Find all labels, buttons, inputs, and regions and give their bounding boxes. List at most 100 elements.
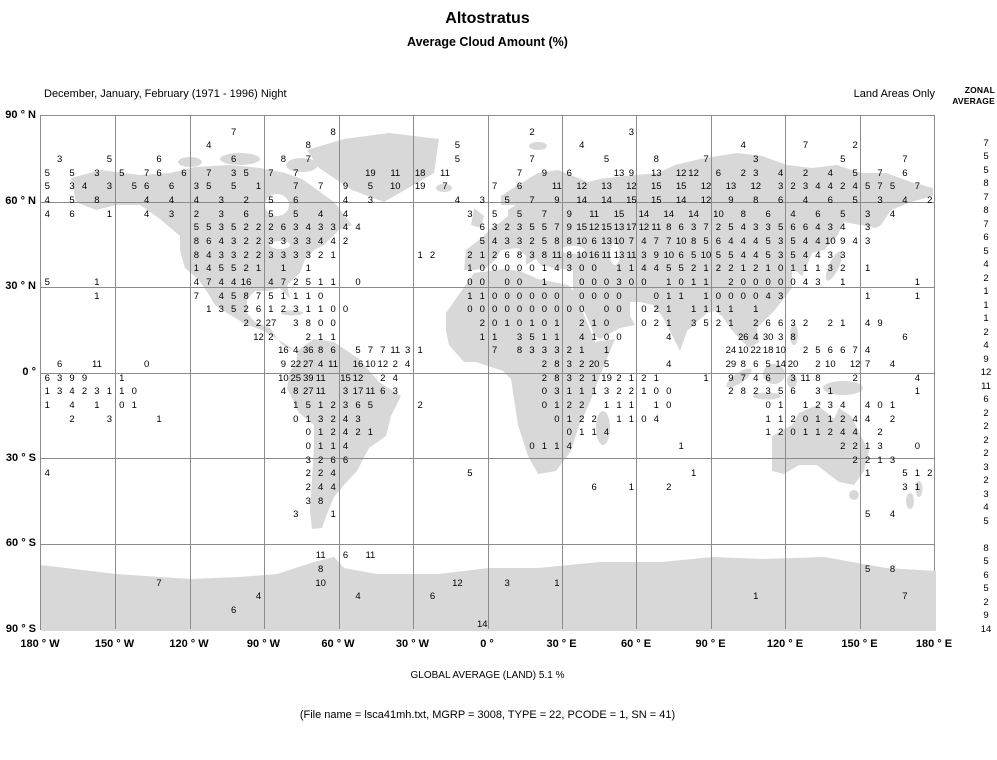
x-tick-label: 120 ° W <box>169 638 209 650</box>
cloud-amount-value: 2 <box>293 276 299 288</box>
cloud-amount-value: 1 <box>864 468 871 480</box>
cloud-amount-value: 4 <box>206 140 212 152</box>
cloud-amount-value: 3 <box>504 235 510 247</box>
cloud-amount-value: 0 <box>914 440 920 452</box>
zonal-average-value: 2 <box>983 596 989 608</box>
cloud-amount-value: 18 <box>762 345 774 357</box>
cloud-amount-value: 8 <box>740 358 746 370</box>
cloud-amount-value: 10 <box>775 345 786 357</box>
zonal-average-value: 2 <box>983 272 989 284</box>
cloud-amount-value: 6 <box>293 194 299 206</box>
cloud-amount-value: 5 <box>790 235 796 247</box>
cloud-amount-value: 3 <box>193 181 200 193</box>
cloud-amount-value: 3 <box>529 249 535 261</box>
landmass-baffin-island <box>286 158 318 172</box>
cloud-amount-value: 3 <box>218 208 224 220</box>
cloud-amount-value: 4 <box>777 167 784 179</box>
cloud-amount-value: 1 <box>616 413 622 425</box>
cloud-amount-value: 3 <box>268 249 274 261</box>
cloud-amount-value: 1 <box>119 372 125 384</box>
cloud-amount-value: 4 <box>330 235 336 247</box>
cloud-amount-value: 11 <box>651 222 662 234</box>
cloud-amount-value: 5 <box>218 263 224 275</box>
landmass-iceland <box>436 184 452 192</box>
cloud-amount-value: 0 <box>479 304 485 316</box>
cloud-amount-value: 1 <box>119 386 125 398</box>
landmass-tasmania <box>849 490 859 500</box>
cloud-amount-value: 30 <box>762 331 774 343</box>
cloud-amount-value: 5 <box>678 263 684 275</box>
cloud-amount-value: 7 <box>902 591 908 603</box>
cloud-amount-value: 1 <box>318 304 324 316</box>
water-bodies <box>265 194 620 271</box>
cloud-amount-value: 7 <box>442 181 448 193</box>
chart-subtitle: Average Cloud Amount (%) <box>407 35 568 49</box>
cloud-amount-value: 1 <box>840 276 846 288</box>
landmass-eurasia <box>464 153 933 351</box>
cloud-amount-value: 12 <box>253 331 264 343</box>
cloud-amount-value: 19 <box>601 372 612 384</box>
cloud-amount-value: 1 <box>467 290 473 302</box>
cloud-amount-value: 4 <box>218 290 224 302</box>
cloud-amount-value: 1 <box>740 263 746 275</box>
cloud-amount-value: 6 <box>678 249 684 261</box>
cloud-amount-value: 1 <box>765 427 771 439</box>
zonal-average-value: 8 <box>983 542 989 554</box>
cloud-amount-value: 0 <box>516 263 523 275</box>
cloud-amount-value: 1 <box>653 372 659 384</box>
cloud-amount-value: 5 <box>603 153 610 165</box>
cloud-amount-value: 7 <box>492 181 498 193</box>
cloud-amount-value: 0 <box>728 290 734 302</box>
cloud-amount-value: 3 <box>902 481 908 493</box>
cloud-amount-value: 1 <box>94 399 100 411</box>
cloud-amount-value: 1 <box>715 304 722 316</box>
cloud-amount-value: 8 <box>815 372 821 384</box>
cloud-amount-value: 0 <box>777 263 784 275</box>
cloud-amount-value: 4 <box>392 372 398 384</box>
cloud-amount-value: 5 <box>902 468 908 480</box>
cloud-amount-value: 4 <box>193 276 200 288</box>
cloud-amount-value: 5 <box>864 509 871 521</box>
cloud-amount-value: 4 <box>889 358 896 370</box>
cloud-amount-value: 1 <box>678 290 684 302</box>
cloud-amount-value: 1 <box>877 454 883 466</box>
cloud-amount-value: 0 <box>603 304 610 316</box>
cloud-amount-value: 2 <box>566 399 572 411</box>
cloud-amount-value: 5 <box>666 263 672 275</box>
cloud-amount-value: 2 <box>243 194 249 206</box>
cloud-amount-value: 4 <box>802 276 809 288</box>
cloud-amount-value: 3 <box>529 345 535 357</box>
cloud-amount-value: 1 <box>479 331 485 343</box>
cloud-amount-value: 1 <box>753 304 759 316</box>
cloud-amount-value: 0 <box>554 304 560 316</box>
cloud-amount-value: 5 <box>305 399 311 411</box>
cloud-amount-value: 7 <box>877 181 883 193</box>
cloud-amount-value: 1 <box>616 399 622 411</box>
cloud-amount-value: 1 <box>628 481 635 493</box>
cloud-amount-value: 4 <box>342 194 349 206</box>
cloud-amount-value: 2 <box>840 413 846 425</box>
cloud-amount-value: 11 <box>589 208 600 220</box>
cloud-amount-value: 1 <box>554 317 560 329</box>
x-tick-label: 150 ° W <box>94 638 135 650</box>
cloud-amount-value: 6 <box>342 550 349 562</box>
cloud-amount-value: 6 <box>355 399 361 411</box>
cloud-amount-value: 8 <box>566 235 572 247</box>
cloud-amount-value: 7 <box>268 167 274 179</box>
cloud-amount-value: 4 <box>554 263 560 275</box>
cloud-amount-value: 4 <box>492 235 498 247</box>
cloud-amount-value: 3 <box>777 290 784 302</box>
cloud-amount-value: 15 <box>601 222 612 234</box>
cloud-amount-value: 4 <box>330 468 336 480</box>
cloud-amount-value: 1 <box>728 317 734 329</box>
cloud-amount-value: 4 <box>342 222 349 234</box>
cloud-amount-value: 5 <box>231 222 237 234</box>
cloud-amount-value: 4 <box>902 194 908 206</box>
cloud-amount-value: 1 <box>255 263 262 275</box>
cloud-amount-value: 7 <box>666 235 672 247</box>
cloud-amount-value: 1 <box>728 304 734 316</box>
cloud-amount-value: 5 <box>529 222 535 234</box>
cloud-amount-value: 4 <box>206 263 212 275</box>
cloud-amount-value: 3 <box>305 249 311 261</box>
cloud-amount-value: 2 <box>579 399 585 411</box>
